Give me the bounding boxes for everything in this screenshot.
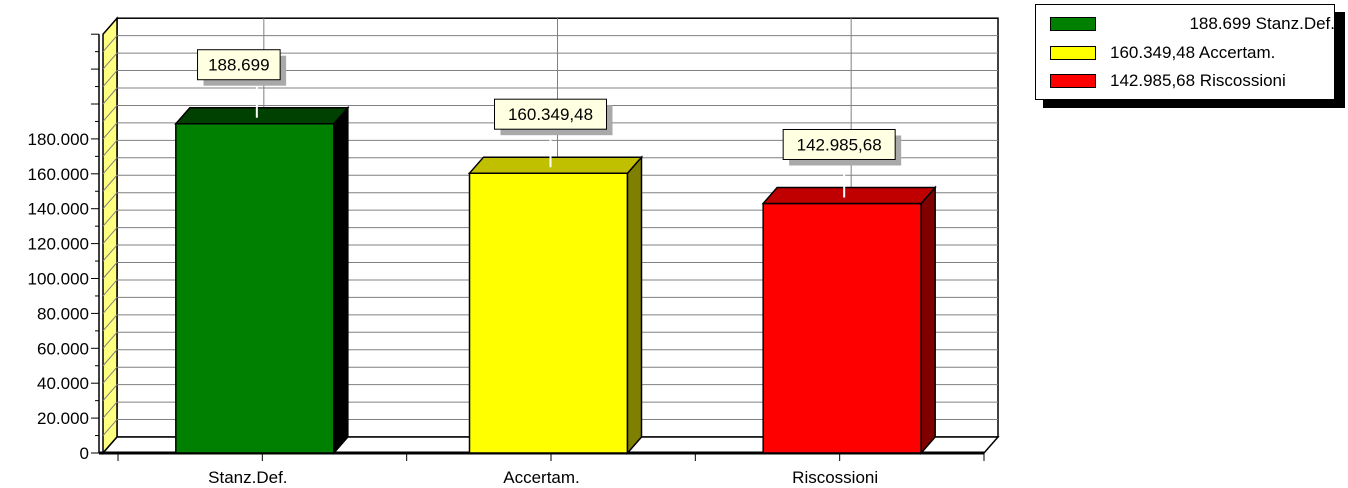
gridline-side (102, 331, 118, 349)
gridline-side (102, 87, 118, 105)
y-tick-label: 180.000 (28, 130, 89, 149)
callout-box (197, 49, 281, 81)
gridline-side (102, 314, 118, 332)
bar-side (626, 155, 643, 455)
legend-item-riscossioni: 142.985,68 Riscossioni (1050, 68, 1286, 94)
y-tick-label: 40.000 (37, 374, 89, 393)
legend-shadow-right (1335, 12, 1345, 108)
legend-swatch-green (1050, 17, 1096, 31)
legend-item-stanz-def: 188.699 Stanz.Def. (1050, 11, 1335, 37)
gridline-side (102, 419, 118, 436)
gridline-side (102, 174, 118, 192)
data-label: 188.699 (208, 56, 269, 75)
y-tick-label: 120.000 (28, 235, 89, 254)
legend-label: 160.349,48 Accertam. (1110, 43, 1276, 62)
gridline-side (102, 35, 118, 52)
bar-side (920, 185, 936, 455)
bar-side (333, 105, 349, 455)
legend-label: 142.985,68 Riscossioni (1110, 71, 1286, 90)
callout-box (782, 128, 896, 160)
gridline-side (102, 227, 118, 244)
gridline-side (102, 209, 118, 227)
legend-label: 188.699 Stanz.Def. (1189, 14, 1335, 33)
x-category-label: Accertam. (503, 468, 580, 487)
gridline-side (102, 52, 118, 70)
gridline-side (102, 244, 118, 262)
gridline-side (102, 70, 118, 87)
y-tick-label: 160.000 (28, 165, 89, 184)
gridline-side (102, 384, 118, 401)
bar-top (761, 186, 937, 205)
y-tick-label: 100.000 (28, 270, 89, 289)
gridline-side (102, 122, 118, 140)
callout-box (494, 98, 607, 130)
legend-item-accertam: 160.349,48 Accertam. (1050, 40, 1275, 66)
y-tick-label: 20.000 (37, 409, 89, 428)
x-category-label: Stanz.Def. (208, 468, 287, 487)
bar-front (468, 172, 629, 454)
y-tick-label: 80.000 (37, 304, 89, 323)
bar-front (762, 202, 922, 454)
gridline-side (102, 349, 118, 367)
gridline-side (102, 401, 118, 419)
legend-swatch-yellow (1050, 46, 1096, 60)
data-label: 160.349,48 (508, 105, 593, 124)
legend: 188.699 Stanz.Def. 160.349,48 Accertam. … (1035, 4, 1335, 100)
gridline-side (102, 366, 118, 384)
gridline-side (102, 279, 118, 297)
y-tick-label: 60.000 (37, 339, 89, 358)
legend-shadow (1043, 100, 1345, 108)
bar-top (174, 106, 350, 125)
legend-swatch-red (1050, 74, 1096, 88)
gridline-side (102, 192, 118, 210)
x-category-label: Riscossioni (792, 468, 878, 487)
data-label: 142.985,68 (797, 135, 882, 154)
gridline-side (102, 297, 118, 314)
gridline-side (102, 262, 118, 279)
y-tick-label: 0 (80, 444, 89, 463)
bar-top (467, 156, 644, 174)
y-tick-label: 140.000 (28, 200, 89, 219)
gridline-side (102, 105, 118, 122)
gridline-side (102, 140, 118, 157)
gridline-side (102, 157, 118, 175)
bar-front (175, 122, 335, 454)
